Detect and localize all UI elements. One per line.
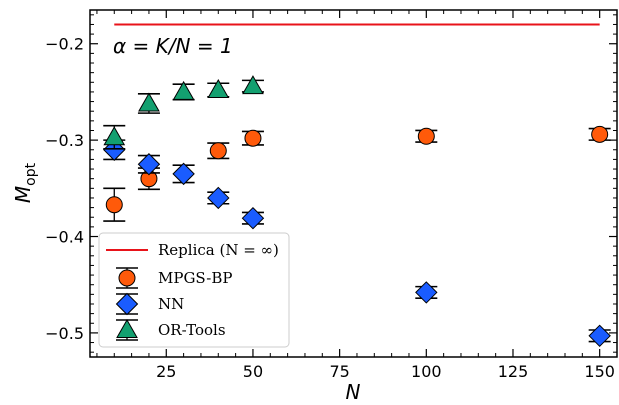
- legend-label-replica: Replica (N = ∞): [158, 241, 279, 259]
- legend-marker-nn: [115, 292, 139, 316]
- or-tools-point: [138, 92, 160, 112]
- x-tick-label: 150: [584, 362, 615, 381]
- legend-label-nn: NN: [158, 295, 184, 313]
- mpgs-bp-point: [244, 129, 262, 147]
- mpgs-bp-point: [105, 196, 123, 214]
- svg-text:Mopt: Mopt: [11, 162, 39, 203]
- legend-label-mpgs-bp: MPGS-BP: [158, 269, 232, 287]
- legend: Replica (N = ∞) MPGS-BP NN OR-Tools: [98, 232, 290, 348]
- mpgs-bp-point: [417, 127, 435, 145]
- x-tick-label: 25: [156, 362, 176, 381]
- x-axis-label: N: [346, 380, 361, 404]
- annotation-alpha: α = K/N = 1: [113, 34, 233, 58]
- or-tools-point: [242, 75, 264, 95]
- nn-point: [415, 281, 438, 304]
- or-tools-point: [207, 78, 230, 99]
- or-tools-point: [103, 126, 126, 146]
- legend-frame: [98, 232, 290, 348]
- y-tick-label: −0.4: [45, 228, 84, 247]
- or-tools-point: [172, 80, 195, 100]
- x-tick-label: 50: [243, 362, 263, 381]
- y-tick-label: −0.2: [45, 35, 84, 54]
- plot-frame: [89, 9, 618, 358]
- mpgs-bp-point: [209, 142, 227, 160]
- legend-marker-or-tools: [116, 318, 138, 338]
- legend-marker-mpgs-bp: [118, 269, 136, 287]
- y-axis-label: Mopt: [11, 162, 39, 203]
- nn-point: [588, 324, 611, 348]
- nn-point: [241, 206, 265, 230]
- x-tick-label: 100: [411, 362, 442, 381]
- legend-label-or-tools: OR-Tools: [158, 321, 226, 339]
- nn-point: [137, 153, 161, 176]
- mpgs-bp-point: [591, 125, 609, 143]
- series-or-tools: [103, 75, 264, 150]
- nn-point: [172, 162, 195, 186]
- y-tick-label: −0.5: [45, 324, 84, 343]
- x-tick-label: 125: [498, 362, 529, 381]
- nn-point: [207, 186, 230, 210]
- y-tick-label: −0.3: [45, 131, 84, 150]
- x-tick-label: 75: [329, 362, 349, 381]
